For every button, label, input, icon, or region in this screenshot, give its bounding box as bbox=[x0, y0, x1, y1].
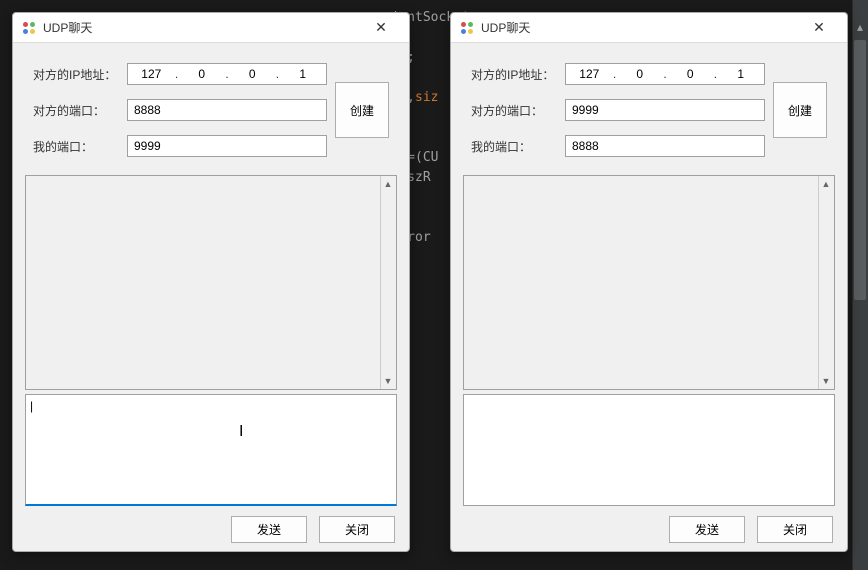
scroll-up-icon[interactable]: ▲ bbox=[380, 176, 396, 192]
titlebar[interactable]: UDP聊天 ✕ bbox=[451, 13, 847, 43]
close-icon: ✕ bbox=[375, 19, 387, 36]
send-button[interactable]: 发送 bbox=[669, 516, 745, 543]
message-input[interactable]: | bbox=[25, 394, 397, 506]
peer-port-label: 对方的端口： bbox=[33, 102, 121, 119]
ide-scrollbar[interactable]: ▴ bbox=[852, 0, 868, 570]
connection-settings: 对方的IP地址： 127. 0. 0. 1 对方的端口： 我的端口： bbox=[25, 53, 397, 171]
window-title: UDP聊天 bbox=[43, 19, 361, 36]
close-button[interactable]: 关闭 bbox=[757, 516, 833, 543]
ip-octet-3[interactable]: 0 bbox=[237, 67, 267, 81]
create-button[interactable]: 创建 bbox=[773, 82, 827, 138]
window-close-button[interactable]: ✕ bbox=[799, 14, 839, 42]
ip-octet-2[interactable]: 0 bbox=[625, 67, 655, 81]
window-title: UDP聊天 bbox=[481, 19, 799, 36]
scroll-down-icon[interactable]: ▼ bbox=[380, 373, 396, 389]
log-scrollbar[interactable]: ▲ ▼ bbox=[818, 176, 834, 389]
connection-settings: 对方的IP地址： 127. 0. 0. 1 对方的端口： 我的端口： bbox=[463, 53, 835, 171]
ip-octet-4[interactable]: 1 bbox=[726, 67, 756, 81]
message-log: ▲ ▼ bbox=[463, 175, 835, 390]
window-close-button[interactable]: ✕ bbox=[361, 14, 401, 42]
ip-octet-4[interactable]: 1 bbox=[288, 67, 318, 81]
peer-ip-label: 对方的IP地址： bbox=[471, 66, 559, 83]
app-icon bbox=[459, 20, 475, 36]
my-port-label: 我的端口： bbox=[471, 138, 559, 155]
my-port-input[interactable] bbox=[127, 135, 327, 157]
log-scrollbar[interactable]: ▲ ▼ bbox=[380, 176, 396, 389]
scrollbar-thumb[interactable] bbox=[854, 40, 866, 300]
close-button[interactable]: 关闭 bbox=[319, 516, 395, 543]
ip-octet-1[interactable]: 127 bbox=[574, 67, 604, 81]
scroll-down-icon[interactable]: ▼ bbox=[818, 373, 834, 389]
peer-port-input[interactable] bbox=[127, 99, 327, 121]
peer-port-input[interactable] bbox=[565, 99, 765, 121]
titlebar[interactable]: UDP聊天 ✕ bbox=[13, 13, 409, 43]
close-icon: ✕ bbox=[813, 19, 825, 36]
ip-octet-1[interactable]: 127 bbox=[136, 67, 166, 81]
udp-chat-window-1: UDP聊天 ✕ 对方的IP地址： 127. 0. 0. 1 对方的端口： bbox=[12, 12, 410, 552]
scroll-up-icon[interactable]: ▴ bbox=[852, 18, 868, 36]
create-button[interactable]: 创建 bbox=[335, 82, 389, 138]
message-input[interactable] bbox=[463, 394, 835, 506]
udp-chat-window-2: UDP聊天 ✕ 对方的IP地址： 127. 0. 0. 1 对方的端口： bbox=[450, 12, 848, 552]
peer-ip-label: 对方的IP地址： bbox=[33, 66, 121, 83]
scroll-up-icon[interactable]: ▲ bbox=[818, 176, 834, 192]
send-button[interactable]: 发送 bbox=[231, 516, 307, 543]
peer-ip-input[interactable]: 127. 0. 0. 1 bbox=[565, 63, 765, 85]
peer-port-label: 对方的端口： bbox=[471, 102, 559, 119]
peer-ip-input[interactable]: 127. 0. 0. 1 bbox=[127, 63, 327, 85]
ip-octet-2[interactable]: 0 bbox=[187, 67, 217, 81]
message-log: ▲ ▼ bbox=[25, 175, 397, 390]
ip-octet-3[interactable]: 0 bbox=[675, 67, 705, 81]
app-icon bbox=[21, 20, 37, 36]
my-port-label: 我的端口： bbox=[33, 138, 121, 155]
my-port-input[interactable] bbox=[565, 135, 765, 157]
